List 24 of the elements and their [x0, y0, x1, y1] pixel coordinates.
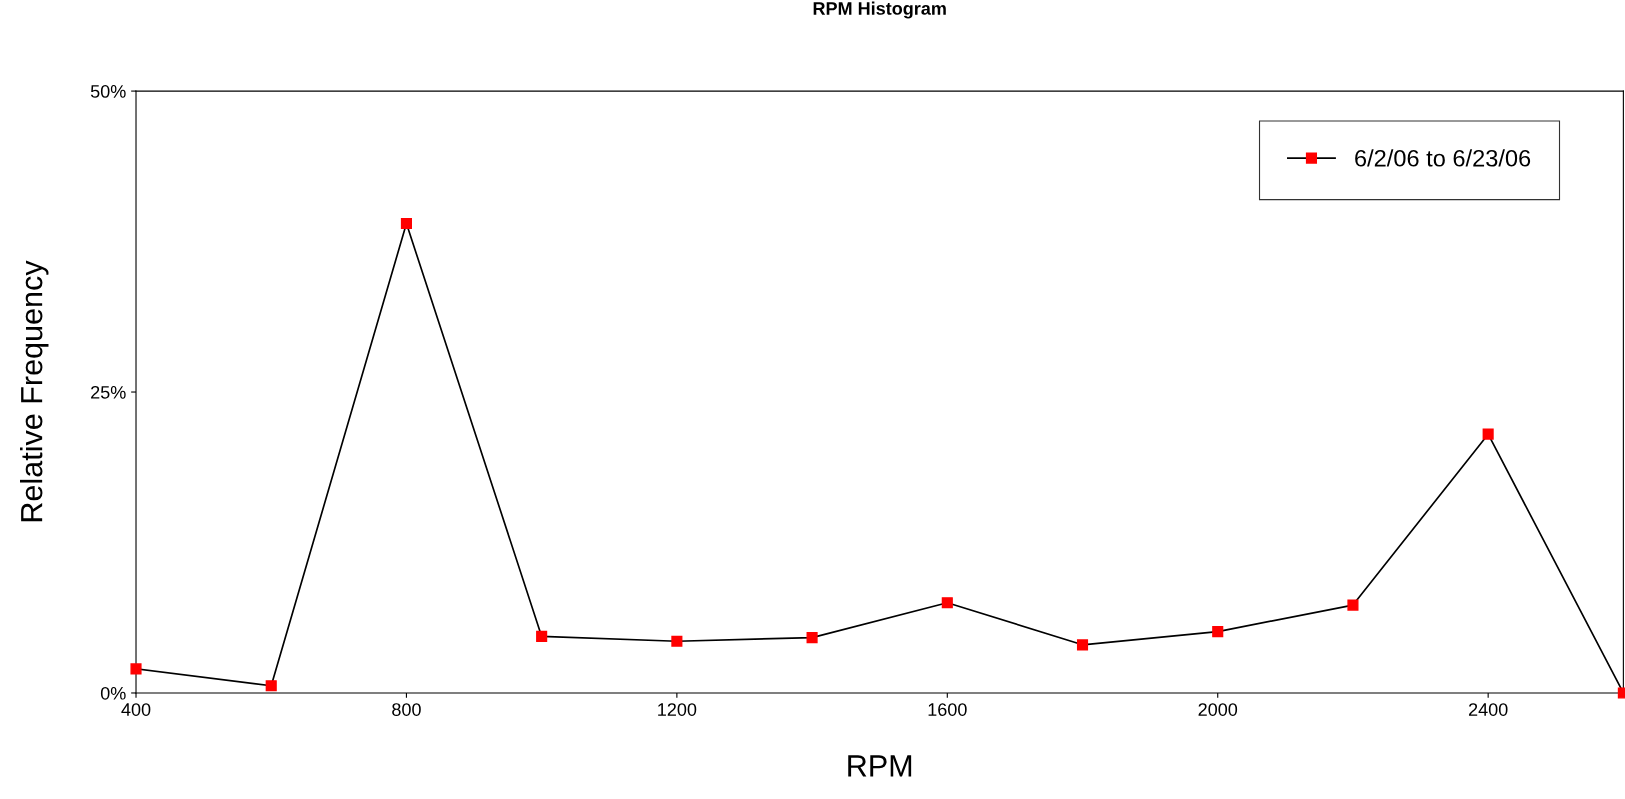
point [1482, 428, 1494, 440]
x-axis-title: RPM [848, 755, 912, 777]
legend-label: 6/2/06 to 6/23/06 [1355, 149, 1531, 167]
point [1212, 626, 1224, 638]
x-tick-label: 1200 [658, 703, 697, 716]
point [1076, 639, 1089, 651]
point [536, 630, 548, 642]
point [806, 632, 818, 644]
chart-title: RPM Histogram [813, 1, 946, 19]
x-tick-label: 800 [392, 703, 421, 716]
x-tick-label: 2000 [1198, 703, 1238, 716]
point [130, 663, 142, 675]
point [671, 635, 683, 647]
x-tick-label: 400 [121, 703, 151, 716]
point [400, 217, 412, 230]
point [265, 680, 277, 692]
y-tick-label: 50% [90, 85, 126, 98]
y-tick-label: 25% [91, 385, 126, 399]
x-tick-label: 1600 [928, 703, 967, 716]
x-tick-label: 2400 [1468, 703, 1508, 716]
point [1347, 599, 1359, 611]
y-tick-label: 0% [100, 686, 126, 700]
y-axis-title: Relative Frequency [20, 260, 49, 522]
point [941, 597, 953, 609]
